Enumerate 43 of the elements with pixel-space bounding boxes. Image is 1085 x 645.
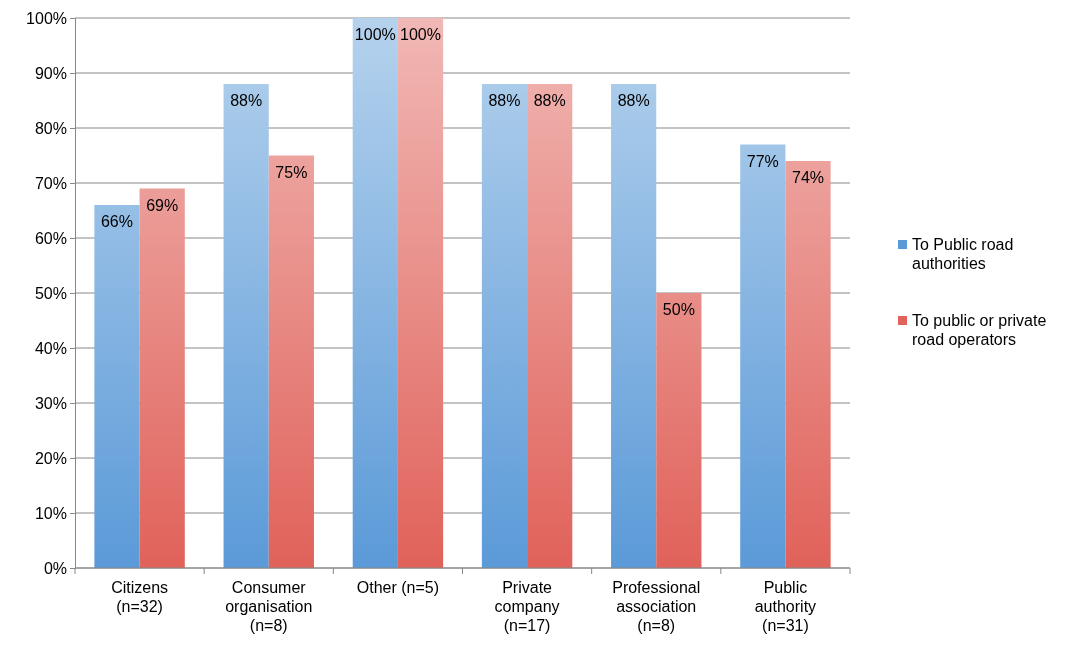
data-label: 100% — [400, 26, 441, 43]
data-label: 50% — [662, 301, 695, 318]
bar — [611, 84, 657, 568]
bar — [223, 84, 269, 568]
y-tick-label: 0% — [43, 559, 67, 577]
x-tick-label: Private company (n=17) — [494, 579, 560, 635]
legend-label: To public or private road operators — [912, 312, 1047, 349]
y-tick-label: 10% — [34, 504, 67, 522]
bar — [740, 144, 786, 568]
bar — [785, 161, 831, 568]
y-tick-label: 40% — [34, 339, 67, 357]
bar — [481, 84, 528, 568]
x-tick-label: Professional association (n=8) — [612, 579, 701, 635]
x-tick-label: Consumer organisation (n=8) — [225, 579, 313, 635]
bar — [352, 18, 398, 568]
data-label: 88% — [488, 92, 521, 109]
data-label: 77% — [746, 152, 779, 170]
y-tick-label: 20% — [34, 449, 67, 467]
bar — [139, 188, 185, 568]
data-label: 74% — [792, 169, 825, 186]
bar — [397, 18, 444, 568]
y-tick-label: 60% — [34, 229, 67, 247]
bar — [527, 84, 573, 568]
data-label: 88% — [230, 92, 263, 109]
data-label: 75% — [275, 163, 308, 181]
y-tick-label: 30% — [34, 394, 67, 412]
y-tick-label: 50% — [34, 284, 67, 302]
legend-label: To Public road authorities — [912, 236, 1014, 273]
y-tick-label: 100% — [26, 9, 67, 27]
y-tick-label: 70% — [34, 174, 67, 192]
x-tick-label: Public authority (n=31) — [754, 579, 817, 635]
x-tick-label: Citizens (n=32) — [111, 579, 169, 616]
data-label: 88% — [617, 92, 650, 109]
bar — [656, 293, 702, 568]
bar — [268, 155, 314, 568]
bar — [94, 205, 140, 568]
data-label: 66% — [100, 213, 133, 230]
x-tick-label: Other (n=5) — [356, 579, 440, 596]
data-label: 69% — [146, 196, 179, 214]
y-tick-label: 80% — [34, 119, 67, 137]
data-label: 88% — [533, 92, 566, 109]
y-tick-label: 90% — [34, 64, 67, 82]
data-label: 100% — [354, 26, 396, 43]
